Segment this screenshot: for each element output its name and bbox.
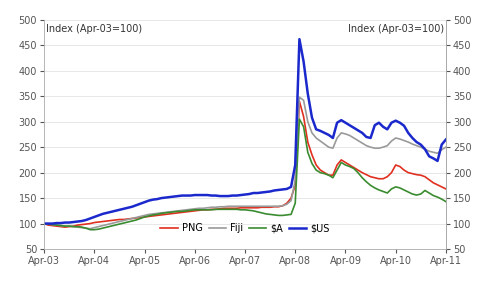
Fiji: [150, 212, 156, 216]
Fiji: [41, 222, 47, 225]
PNG: [41, 222, 47, 225]
$A: [87, 228, 93, 231]
Line: $US: $US: [44, 39, 446, 224]
Fiji: [246, 205, 252, 208]
$A: [71, 225, 76, 228]
$A: [443, 200, 449, 203]
$US: [146, 199, 152, 202]
Fiji: [71, 225, 76, 228]
PNG: [246, 206, 252, 209]
PNG: [54, 224, 60, 228]
PNG: [74, 223, 80, 227]
$US: [271, 189, 277, 192]
Fiji: [296, 96, 302, 99]
$A: [54, 223, 60, 227]
$US: [54, 221, 60, 225]
PNG: [62, 226, 68, 229]
Fiji: [54, 223, 60, 227]
Text: Index (Apr-03=100): Index (Apr-03=100): [348, 24, 444, 35]
$A: [246, 209, 252, 212]
$US: [71, 220, 76, 224]
Line: Fiji: Fiji: [44, 97, 446, 229]
$A: [296, 117, 302, 121]
PNG: [150, 214, 156, 218]
$US: [242, 193, 248, 196]
PNG: [296, 100, 302, 103]
PNG: [443, 187, 449, 191]
$US: [443, 138, 449, 141]
$A: [359, 176, 365, 179]
Fiji: [275, 205, 281, 208]
PNG: [359, 171, 365, 174]
PNG: [275, 205, 281, 209]
$US: [296, 37, 302, 41]
Legend: PNG, Fiji, $A, $US: PNG, Fiji, $A, $US: [156, 220, 334, 237]
$US: [41, 222, 47, 225]
Line: $A: $A: [44, 119, 446, 230]
Line: PNG: PNG: [44, 101, 446, 227]
$A: [41, 222, 47, 225]
$US: [355, 129, 361, 132]
$A: [150, 213, 156, 216]
Text: Index (Apr-03=100): Index (Apr-03=100): [46, 24, 142, 35]
Fiji: [87, 227, 93, 230]
$A: [275, 214, 281, 217]
Fiji: [359, 142, 365, 145]
Fiji: [443, 145, 449, 149]
